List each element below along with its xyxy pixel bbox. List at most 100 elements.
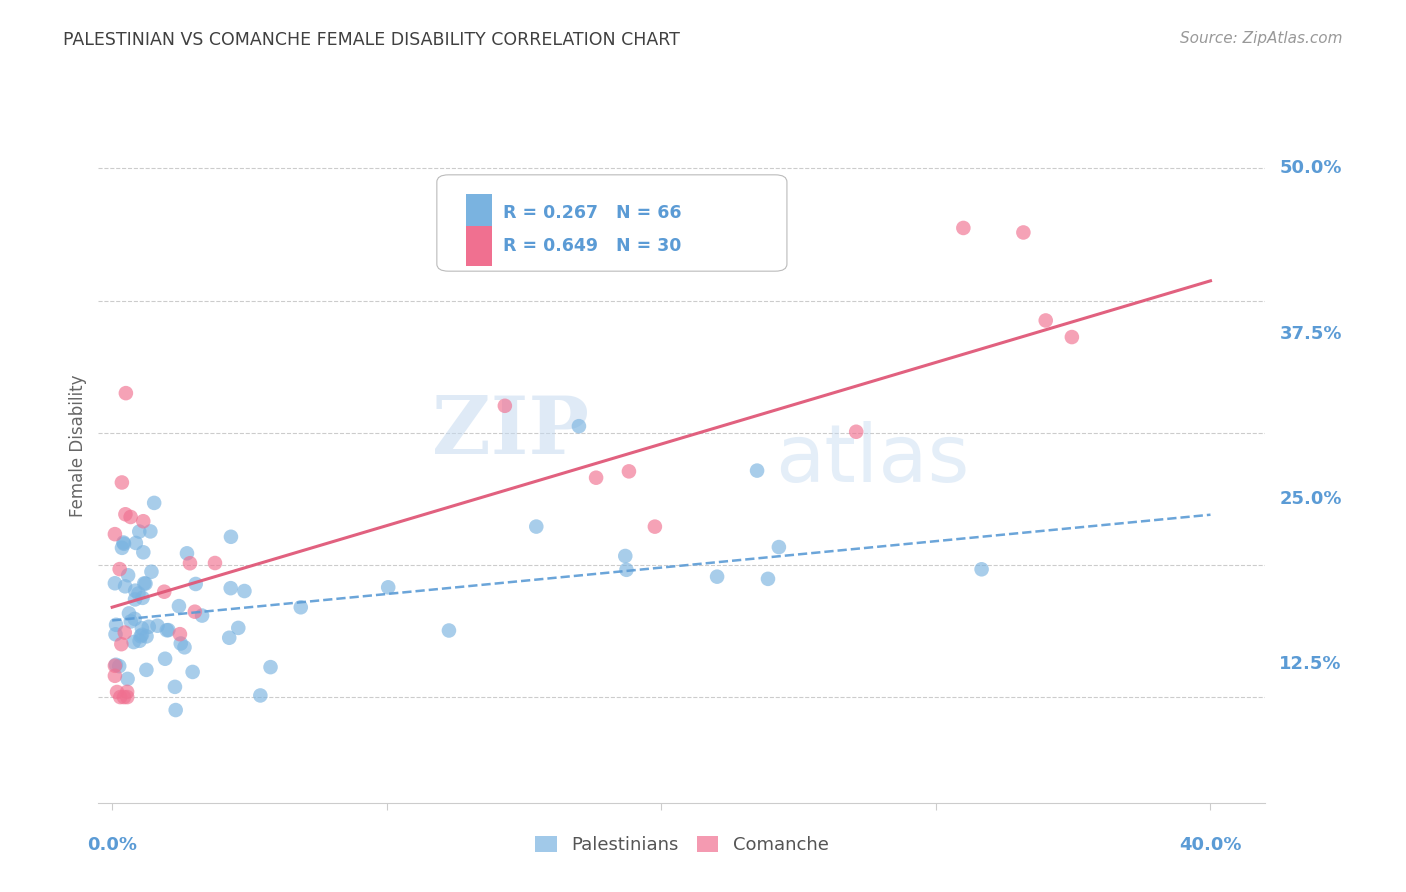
Point bbox=[219, 581, 242, 595]
Point bbox=[104, 669, 127, 683]
Text: 37.5%: 37.5% bbox=[1279, 325, 1341, 343]
Point bbox=[644, 519, 666, 533]
Point bbox=[115, 386, 138, 401]
Point bbox=[139, 524, 162, 539]
Text: 0.0%: 0.0% bbox=[87, 836, 138, 854]
Point bbox=[111, 475, 134, 490]
Point bbox=[104, 576, 127, 591]
Point bbox=[112, 535, 135, 549]
Point bbox=[124, 592, 146, 607]
Point bbox=[218, 631, 240, 645]
Point bbox=[132, 514, 155, 528]
Point bbox=[134, 576, 156, 591]
Point bbox=[184, 577, 207, 591]
Text: Source: ZipAtlas.com: Source: ZipAtlas.com bbox=[1180, 31, 1343, 46]
Point bbox=[165, 703, 187, 717]
Point bbox=[616, 563, 638, 577]
Point bbox=[104, 658, 127, 673]
Point bbox=[845, 425, 868, 439]
Point bbox=[706, 569, 728, 583]
Point bbox=[112, 537, 135, 551]
Point bbox=[204, 556, 226, 570]
FancyBboxPatch shape bbox=[437, 175, 787, 271]
Point bbox=[115, 690, 138, 704]
Point bbox=[111, 541, 134, 555]
Point bbox=[128, 524, 150, 539]
Point bbox=[112, 690, 135, 704]
Point bbox=[108, 562, 131, 576]
Point bbox=[1060, 330, 1083, 344]
Point bbox=[125, 536, 148, 550]
Point bbox=[568, 419, 591, 434]
Point bbox=[157, 623, 180, 637]
Point bbox=[135, 663, 157, 677]
Point bbox=[131, 621, 153, 635]
Point bbox=[104, 627, 127, 641]
Point bbox=[153, 584, 176, 599]
Point bbox=[494, 399, 516, 413]
Point bbox=[127, 586, 149, 600]
Point bbox=[132, 545, 155, 559]
Point bbox=[219, 530, 242, 544]
Point bbox=[163, 680, 186, 694]
Point bbox=[156, 624, 179, 638]
Point bbox=[143, 496, 166, 510]
Point bbox=[114, 625, 136, 640]
Point bbox=[768, 540, 790, 554]
Point bbox=[437, 624, 460, 638]
Legend: Palestinians, Comanche: Palestinians, Comanche bbox=[527, 829, 837, 862]
Point bbox=[104, 657, 127, 672]
Text: PALESTINIAN VS COMANCHE FEMALE DISABILITY CORRELATION CHART: PALESTINIAN VS COMANCHE FEMALE DISABILIT… bbox=[63, 31, 681, 49]
Point bbox=[117, 568, 139, 582]
Point bbox=[118, 607, 141, 621]
Point bbox=[146, 619, 169, 633]
Text: R = 0.267   N = 66: R = 0.267 N = 66 bbox=[503, 204, 682, 222]
Point bbox=[585, 471, 607, 485]
Point bbox=[114, 579, 136, 593]
Point bbox=[756, 572, 779, 586]
Point bbox=[134, 576, 156, 591]
Point bbox=[135, 629, 157, 643]
Point bbox=[115, 685, 138, 699]
Point bbox=[1035, 313, 1057, 327]
Point bbox=[191, 608, 214, 623]
Point bbox=[153, 652, 176, 666]
Point bbox=[233, 584, 256, 599]
Point bbox=[141, 565, 163, 579]
Point bbox=[970, 562, 993, 576]
Point bbox=[114, 508, 136, 522]
Point bbox=[617, 464, 640, 478]
Point bbox=[377, 580, 399, 594]
Point bbox=[169, 627, 191, 641]
Text: 25.0%: 25.0% bbox=[1279, 490, 1341, 508]
Point bbox=[120, 615, 142, 629]
Point bbox=[110, 690, 132, 704]
Point bbox=[110, 637, 132, 651]
Point bbox=[745, 464, 768, 478]
FancyBboxPatch shape bbox=[465, 227, 492, 266]
Point bbox=[138, 620, 160, 634]
Text: 12.5%: 12.5% bbox=[1279, 655, 1341, 673]
Point bbox=[524, 519, 547, 533]
Point bbox=[181, 665, 204, 679]
Point bbox=[249, 689, 271, 703]
Point bbox=[122, 635, 145, 649]
Point bbox=[1012, 226, 1035, 240]
Point bbox=[179, 556, 201, 570]
Point bbox=[129, 629, 152, 643]
Text: 40.0%: 40.0% bbox=[1180, 836, 1241, 854]
FancyBboxPatch shape bbox=[465, 194, 492, 233]
Point bbox=[176, 546, 198, 560]
Point bbox=[124, 583, 146, 598]
Text: 50.0%: 50.0% bbox=[1279, 160, 1341, 178]
Point bbox=[104, 527, 127, 541]
Point bbox=[105, 617, 128, 632]
Point bbox=[167, 599, 190, 614]
Point bbox=[128, 633, 150, 648]
Point bbox=[184, 605, 207, 619]
Point bbox=[614, 549, 637, 563]
Point bbox=[952, 221, 974, 235]
Text: R = 0.649   N = 30: R = 0.649 N = 30 bbox=[503, 237, 682, 255]
Text: ZIP: ZIP bbox=[432, 392, 589, 471]
Point bbox=[226, 621, 249, 635]
